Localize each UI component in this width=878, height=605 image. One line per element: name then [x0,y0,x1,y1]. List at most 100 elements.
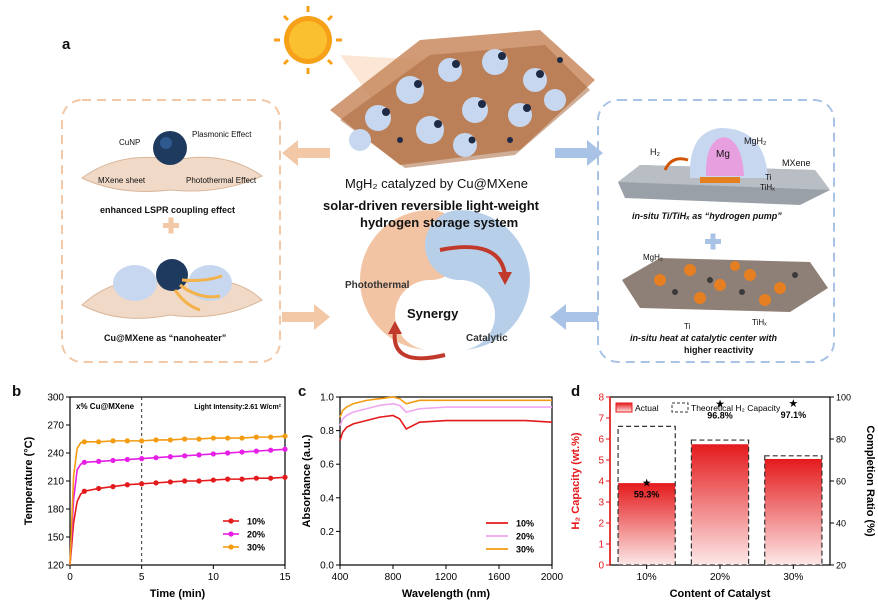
center-subtitle-line1: solar-driven reversible light-weight [323,198,539,213]
series-point [282,474,288,480]
series-point [96,485,102,492]
cunp-illustration [81,131,264,192]
x-tick-label: 15 [279,572,291,583]
x-tick-label: 30% [783,572,803,583]
x-axis-label: Wavelength (nm) [402,588,491,600]
label-tihx-top: TiHₓ [760,183,775,192]
legend-label: 30% [516,545,534,555]
y-tick-label: 300 [47,393,64,404]
legend-swatch-theoretical [671,402,689,413]
series-point [210,435,216,441]
series-point [253,434,259,440]
label-synergy: Synergy [407,306,459,321]
legend-marker [228,518,234,524]
label-h2: H₂ [650,147,660,157]
x-tick-label: 1600 [488,572,511,583]
panel-label-b: b [12,383,22,400]
legend-label-actual: Actual [635,403,659,413]
series-point [210,477,216,483]
legend-label: 20% [247,530,265,540]
completion-label: 59.3% [634,489,660,499]
series-point [153,455,159,461]
annotation-right: Light Intensity:2.61 W/cm² [194,404,281,411]
legend-label: 10% [247,517,265,527]
mxene-sheets-illustration [330,30,595,168]
bar-actual [618,483,676,565]
series-point [110,438,116,444]
y-axis-label-left: H₂ Capacity (wt.%) [570,432,582,530]
nanoheater-illustration [81,259,263,319]
series-point [196,452,202,458]
label-hydrogen-pump: in-situ Ti/TiHₓ as “hydrogen pump” [632,211,782,221]
legend-label: 30% [247,543,265,553]
arrow-right-bottom [550,304,598,330]
legend-label: 10% [516,519,534,529]
y-axis-label: Temperature (°C) [23,436,35,525]
synergy-yin-yang [360,210,530,361]
y-axis-label-right: Completion Ratio (%) [864,425,876,537]
series-point [167,479,173,485]
legend-label: 20% [516,532,534,542]
series-point [167,437,173,443]
series-point [225,450,231,456]
series-point [139,456,145,462]
series-point [96,439,102,445]
series-point [196,478,202,484]
series-point [268,475,274,481]
y-tick-label: 0.0 [320,561,334,572]
completion-label: 97.1% [781,410,807,420]
x-tick-label: 800 [385,572,402,583]
label-ti-lower: Ti [684,322,691,331]
label-photothermal: Photothermal [345,280,410,291]
series-point [239,476,245,482]
y-tick-label-right: 40 [836,519,846,529]
y-tick-label: 270 [47,421,64,432]
panel-label-a: a [62,36,71,53]
series-point [124,438,130,444]
label-plasmonic-effect: Plasmonic Effect [192,130,252,139]
bar-actual [764,458,822,565]
series-point [124,482,130,488]
right-dashed-box [597,99,835,363]
y-tick-label-left: 7 [598,414,604,425]
series-point [139,481,145,487]
y-tick-label-left: 5 [598,456,604,467]
series-point [182,453,188,459]
chart-d-h2-capacity: 01234567820406080100★59.3%10%★96.8%20%★9… [570,393,876,601]
series-point [110,457,116,464]
label-mgh2-top: MgH₂ [744,136,767,146]
y-tick-label: 210 [47,477,64,488]
x-axis-label: Content of Catalyst [670,588,771,600]
series-point [253,475,259,481]
y-tick-label-left: 6 [598,435,604,446]
y-tick-label-left: 8 [598,393,604,404]
label-nanoheater: Cu@MXene as “nanoheater” [104,333,227,343]
y-tick-label: 0.2 [320,527,334,538]
y-tick-label-right: 80 [836,435,846,445]
x-tick-label: 5 [139,572,145,583]
series-point [167,454,173,460]
arrow-left-top [282,140,330,166]
series-point [253,448,259,454]
series-point [182,478,188,484]
series-point [282,446,288,452]
legend-label-theoretical: Theoretical H₂ Capacity [691,403,781,413]
series-point [139,438,145,444]
y-tick-label: 180 [47,505,64,516]
label-photothermal-effect: Photothermal Effect [186,176,257,185]
panel-label-c: c [298,383,307,400]
y-tick-label-left: 3 [598,498,604,509]
y-tick-label-left: 4 [598,477,604,488]
label-ti-top: Ti [765,173,772,182]
plus-icon-left [163,217,179,234]
plus-icon-right [705,233,721,250]
x-tick-label: 10% [637,572,657,583]
y-tick-label: 0.6 [320,460,334,471]
center-subtitle-line2: hydrogen storage system [360,215,519,230]
y-axis-label: Absorbance (a.u.) [301,434,313,527]
annotation-left: x% Cu@MXene [76,402,135,411]
chart-c-absorbance: 0.0 0.2 0.4 0.6 0.8 1.0 400 800 1200 1600 2000 Wave… [301,393,564,601]
label-insitu-heat-line2: higher reactivity [684,345,754,355]
y-tick-label-right: 60 [836,477,846,487]
series-point [196,436,202,442]
